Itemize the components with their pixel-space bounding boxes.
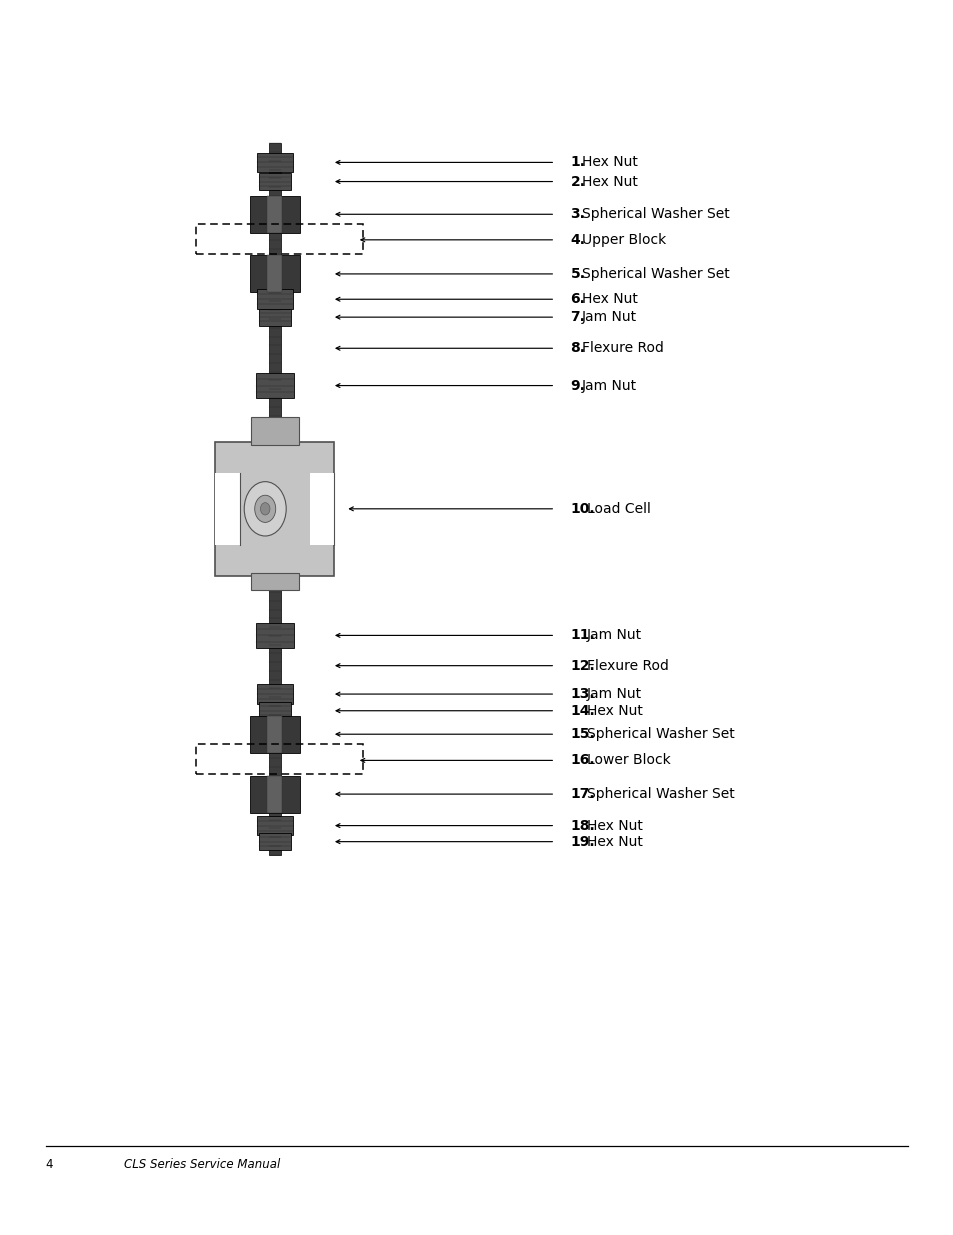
Text: 6.: 6.: [570, 293, 585, 306]
Bar: [250, 776, 299, 813]
Bar: [255, 373, 294, 398]
Text: 8.: 8.: [570, 341, 585, 356]
Circle shape: [244, 482, 286, 536]
Text: Flexure Rod: Flexure Rod: [581, 341, 662, 356]
Text: Load Cell: Load Cell: [586, 501, 650, 516]
Text: 11.: 11.: [570, 629, 595, 642]
Text: Hex Nut: Hex Nut: [581, 293, 637, 306]
Text: 16.: 16.: [570, 753, 595, 767]
Text: Lower Block: Lower Block: [586, 753, 670, 767]
Bar: [267, 195, 282, 232]
Text: 4.: 4.: [570, 233, 585, 247]
Text: Spherical Washer Set: Spherical Washer Set: [581, 207, 728, 221]
Bar: [255, 622, 294, 648]
Bar: [251, 417, 298, 445]
Bar: [258, 701, 291, 719]
Circle shape: [260, 503, 270, 515]
Bar: [250, 256, 299, 293]
Text: 15.: 15.: [570, 727, 595, 741]
Text: Jam Nut: Jam Nut: [586, 629, 641, 642]
Text: 1.: 1.: [570, 156, 585, 169]
Text: Hex Nut: Hex Nut: [581, 156, 637, 169]
Bar: [251, 573, 298, 590]
Text: Jam Nut: Jam Nut: [581, 310, 636, 324]
Bar: [250, 195, 299, 232]
Text: Hex Nut: Hex Nut: [586, 835, 642, 848]
Bar: [258, 309, 291, 326]
Bar: [256, 153, 293, 173]
Text: Jam Nut: Jam Nut: [581, 379, 636, 393]
Bar: [258, 173, 291, 190]
Text: 19.: 19.: [570, 835, 595, 848]
Text: 5.: 5.: [570, 267, 585, 280]
Bar: [268, 557, 280, 855]
Text: 12.: 12.: [570, 658, 595, 673]
Text: 17.: 17.: [570, 787, 595, 802]
Text: 4: 4: [46, 1158, 53, 1172]
Text: Jam Nut: Jam Nut: [586, 687, 641, 701]
Bar: [309, 473, 334, 545]
Bar: [267, 256, 282, 293]
Bar: [268, 143, 280, 451]
Text: 14.: 14.: [570, 704, 595, 718]
Text: CLS Series Service Manual: CLS Series Service Manual: [124, 1158, 280, 1172]
Text: 18.: 18.: [570, 819, 595, 832]
Bar: [195, 225, 362, 254]
Text: 10.: 10.: [570, 501, 595, 516]
Bar: [195, 743, 362, 774]
Text: Hex Nut: Hex Nut: [586, 704, 642, 718]
Text: 2.: 2.: [570, 174, 585, 189]
Circle shape: [254, 495, 275, 522]
Bar: [256, 815, 293, 835]
Bar: [267, 716, 282, 752]
Bar: [267, 776, 282, 813]
Bar: [214, 473, 240, 545]
Bar: [256, 684, 293, 704]
Text: Flexure Rod: Flexure Rod: [586, 658, 668, 673]
Bar: [250, 716, 299, 752]
Text: Spherical Washer Set: Spherical Washer Set: [586, 727, 734, 741]
Bar: [214, 442, 334, 576]
Text: 3.: 3.: [570, 207, 585, 221]
Text: Spherical Washer Set: Spherical Washer Set: [581, 267, 728, 280]
Bar: [258, 832, 291, 850]
Text: Hex Nut: Hex Nut: [586, 819, 642, 832]
Text: 13.: 13.: [570, 687, 595, 701]
Text: Upper Block: Upper Block: [581, 233, 665, 247]
Text: 7.: 7.: [570, 310, 585, 324]
Text: Hex Nut: Hex Nut: [581, 174, 637, 189]
Text: 9.: 9.: [570, 379, 585, 393]
Text: Spherical Washer Set: Spherical Washer Set: [586, 787, 734, 802]
Bar: [256, 289, 293, 309]
